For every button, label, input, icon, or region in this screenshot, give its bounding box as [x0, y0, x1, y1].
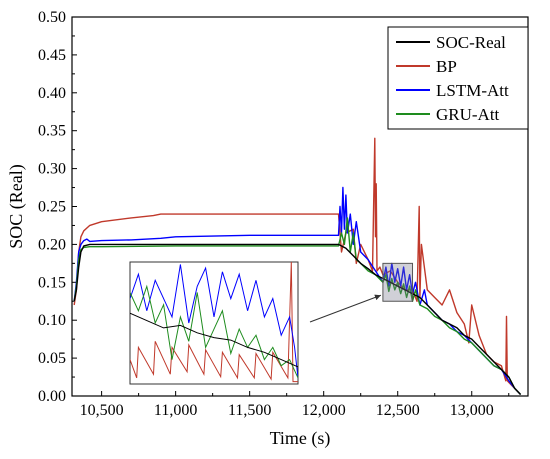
x-tick-label: 12,000 [302, 402, 346, 419]
y-tick-label: 0.20 [38, 236, 66, 253]
y-axis: 0.00 0.05 0.10 0.15 0.20 0.25 0.30 0.35 0.40 0.45… [38, 9, 77, 405]
inset-line-soc-real [130, 312, 298, 368]
zoom-arrow [309, 294, 382, 323]
x-axis: 10,500 11,000 11,500 12,000 12,500 13,000 [80, 391, 510, 419]
y-axis-title: SOC (Real) [6, 164, 27, 249]
y-tick-label: 0.00 [38, 388, 66, 405]
inset-frame [129, 261, 299, 385]
y-tick-label: 0.15 [38, 274, 66, 291]
y-tick-label: 0.40 [38, 85, 66, 102]
series-line-soc-real [73, 243, 522, 395]
inset-line-gru-att [130, 284, 298, 379]
y-tick-label: 0.25 [38, 199, 66, 216]
inset-line-bp [130, 262, 298, 383]
legend: SOC-Real BP LSTM-Att GRU-Att [387, 26, 529, 130]
zoom-region-box [382, 262, 414, 302]
x-tick-label: 12,500 [376, 402, 420, 419]
legend-label: GRU-Att [436, 105, 500, 124]
series-line-gru-att [73, 217, 522, 395]
legend-label: SOC-Real [436, 33, 506, 52]
y-tick-label: 0.10 [38, 312, 66, 329]
legend-label: BP [436, 57, 457, 76]
inset-series-layer [130, 262, 298, 383]
x-tick-label: 13,000 [450, 402, 494, 419]
y-tick-label: 0.35 [38, 123, 66, 140]
y-tick-label: 0.45 [38, 47, 66, 64]
y-tick-label: 0.05 [38, 350, 66, 367]
y-tick-label: 0.30 [38, 161, 66, 178]
legend-box [387, 26, 529, 130]
x-tick-label: 11,500 [228, 402, 271, 419]
legend-label: LSTM-Att [436, 81, 509, 100]
inset-line-lstm-att [130, 264, 298, 378]
x-tick-label: 10,500 [80, 402, 124, 419]
x-tick-label: 11,000 [154, 402, 197, 419]
y-tick-label: 0.50 [38, 9, 66, 26]
x-axis-title: Time (s) [270, 428, 331, 449]
